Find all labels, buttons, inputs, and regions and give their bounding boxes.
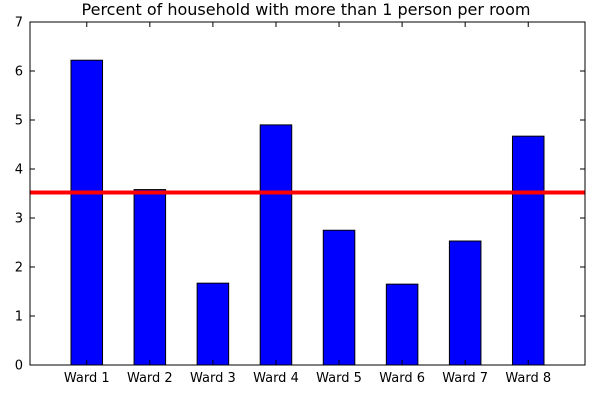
y-tick-label: 4 — [15, 163, 23, 178]
x-tick-label: Ward 4 — [253, 371, 299, 386]
bar-1 — [70, 59, 104, 366]
y-tick-label: 7 — [15, 16, 23, 31]
bar-7 — [448, 240, 482, 366]
x-tick-label: Ward 7 — [442, 371, 488, 386]
x-tick-label: Ward 5 — [316, 371, 362, 386]
y-tick-label: 2 — [15, 261, 23, 276]
x-tick-label: Ward 1 — [64, 371, 110, 386]
y-tick-label: 1 — [15, 310, 23, 325]
bar-5 — [322, 229, 356, 366]
plot-frame — [29, 21, 586, 366]
x-tick-label: Ward 8 — [505, 371, 551, 386]
x-axis: Ward 1 Ward 2 Ward 3 Ward 4 Ward 5 Ward 6 Ward… — [64, 22, 551, 386]
chart-title: Percent of household with more than 1 pe… — [82, 0, 531, 19]
y-tick-label: 3 — [15, 212, 23, 227]
bar-6 — [385, 283, 419, 366]
x-tick-label: Ward 6 — [379, 371, 425, 386]
y-tick-label: 0 — [15, 359, 23, 374]
y-tick-label: 6 — [15, 65, 23, 80]
bars-group — [70, 59, 545, 366]
bar-2 — [133, 189, 167, 366]
x-tick-label: Ward 3 — [190, 371, 236, 386]
x-tick-label: Ward 2 — [127, 371, 173, 386]
y-tick-label: 5 — [15, 114, 23, 129]
bar-8 — [511, 135, 545, 366]
bar-3 — [196, 282, 230, 366]
y-axis: 0 1 2 3 4 5 6 7 — [15, 16, 585, 374]
bar-4 — [259, 124, 293, 366]
